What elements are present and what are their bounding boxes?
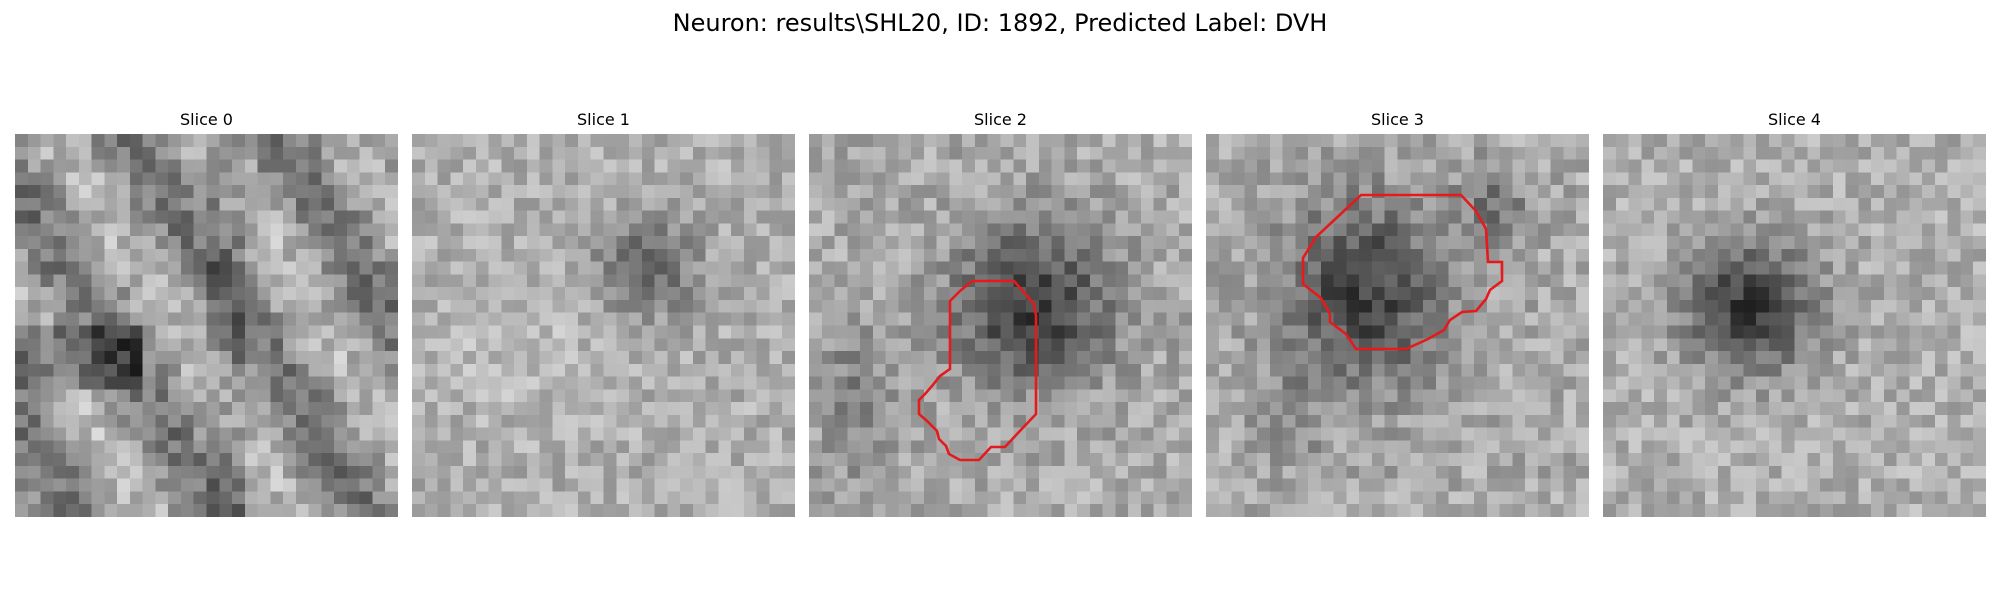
slice-image-3: [1206, 134, 1589, 517]
slice-image-4: [1603, 134, 1986, 517]
slice-title-4: Slice 4: [1768, 110, 1821, 129]
slice-title-0: Slice 0: [180, 110, 233, 129]
slice-image-2: [809, 134, 1192, 517]
slice-title-2: Slice 2: [974, 110, 1027, 129]
slice-image-0: [15, 134, 398, 517]
roi-outline-2: [917, 279, 1038, 462]
slice-title-3: Slice 3: [1371, 110, 1424, 129]
slice-title-1: Slice 1: [577, 110, 630, 129]
roi-contour-2: [917, 279, 1038, 462]
slice-image-1: [412, 134, 795, 517]
roi-contour-3: [1301, 193, 1504, 351]
figure-title: Neuron: results\SHL20, ID: 1892, Predict…: [672, 9, 1328, 37]
roi-outline-3: [1301, 193, 1504, 351]
